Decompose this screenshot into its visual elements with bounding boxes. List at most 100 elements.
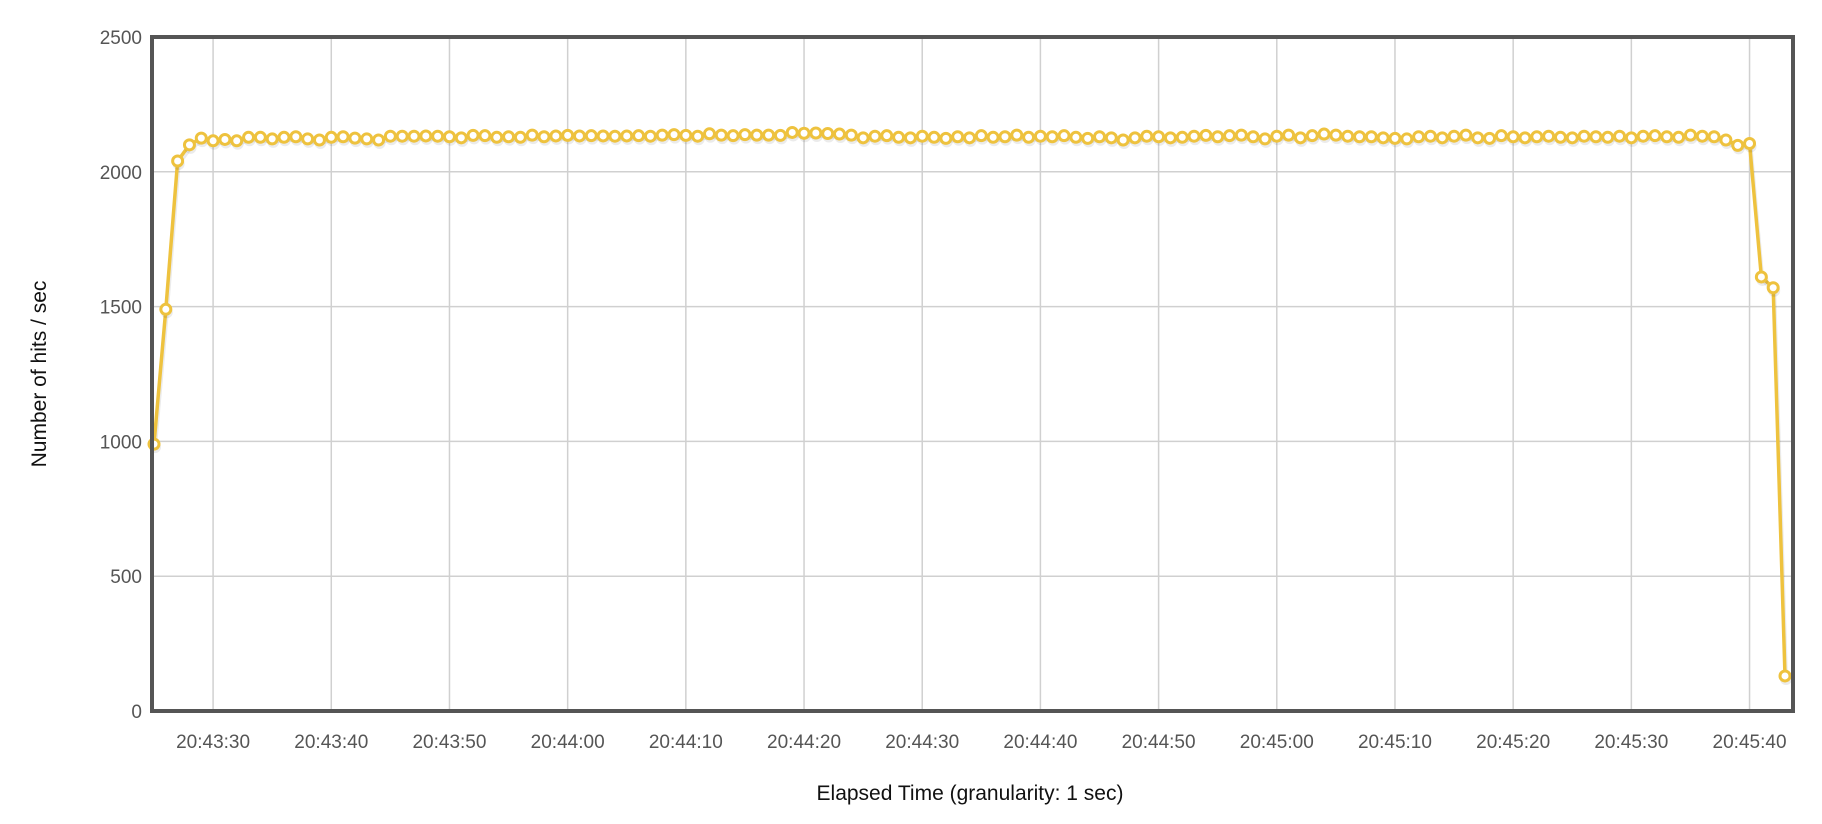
data-point	[821, 127, 835, 141]
data-point	[797, 126, 811, 140]
data-point	[1022, 130, 1036, 144]
data-point	[1672, 130, 1686, 144]
data-point	[1636, 129, 1650, 143]
y-axis-title: Number of hits / sec	[28, 281, 51, 468]
data-point	[1423, 129, 1437, 143]
data-point	[584, 129, 598, 143]
data-point	[903, 131, 917, 145]
data-point	[1388, 131, 1402, 145]
x-tick-label: 20:44:10	[649, 732, 723, 753]
data-point	[596, 129, 610, 143]
data-point	[336, 130, 350, 144]
data-point	[691, 129, 705, 143]
x-tick-label: 20:43:30	[176, 732, 250, 753]
data-point	[856, 131, 870, 145]
data-point	[1093, 130, 1107, 144]
data-point	[431, 129, 445, 143]
data-point	[1057, 129, 1071, 143]
data-point	[1743, 136, 1757, 150]
data-point	[632, 129, 646, 143]
data-point	[1707, 130, 1721, 144]
data-point	[395, 129, 409, 143]
data-point	[1069, 130, 1083, 144]
data-point	[762, 128, 776, 142]
data-point	[1282, 128, 1296, 142]
data-point	[265, 132, 279, 146]
data-point	[242, 130, 256, 144]
data-point	[1246, 130, 1260, 144]
data-point	[1376, 131, 1390, 145]
series-line	[152, 130, 1787, 677]
data-point	[868, 129, 882, 143]
data-point	[714, 128, 728, 142]
data-point	[549, 129, 563, 143]
data-point	[738, 128, 752, 142]
data-point	[1412, 130, 1426, 144]
data-point	[1518, 131, 1532, 145]
data-point	[490, 130, 504, 144]
data-point	[478, 129, 492, 143]
data-point	[159, 302, 173, 316]
data-point	[206, 134, 220, 148]
data-point	[1329, 128, 1343, 142]
data-point	[1187, 129, 1201, 143]
data-point	[1683, 128, 1697, 142]
data-point	[1447, 129, 1461, 143]
x-tick-label: 20:43:40	[294, 732, 368, 753]
data-point	[1317, 127, 1331, 141]
data-point	[1435, 131, 1449, 145]
data-point	[951, 130, 965, 144]
data-point	[502, 130, 516, 144]
data-point	[1152, 130, 1166, 144]
data-point	[1471, 131, 1485, 145]
data-point	[927, 130, 941, 144]
data-point	[253, 130, 267, 144]
data-point	[1270, 129, 1284, 143]
data-point	[1577, 129, 1591, 143]
data-point	[537, 130, 551, 144]
data-point	[974, 129, 988, 143]
data-point	[1258, 132, 1272, 146]
data-point	[277, 130, 291, 144]
data-point	[1353, 130, 1367, 144]
data-point	[1033, 129, 1047, 143]
data-point	[1648, 129, 1662, 143]
data-point	[1140, 129, 1154, 143]
data-point	[679, 128, 693, 142]
x-tick-label: 20:45:40	[1713, 732, 1787, 753]
data-point	[1045, 130, 1059, 144]
data-point	[513, 130, 527, 144]
data-point	[301, 132, 315, 146]
x-tick-label: 20:45:20	[1476, 732, 1550, 753]
data-point	[939, 131, 953, 145]
data-point	[1660, 130, 1674, 144]
data-point	[726, 129, 740, 143]
x-tick-label: 20:45:10	[1358, 732, 1432, 753]
data-point	[1542, 129, 1556, 143]
data-point	[1116, 133, 1130, 147]
data-point	[230, 134, 244, 148]
y-tick-label: 1000	[100, 432, 142, 453]
data-point	[407, 129, 421, 143]
data-point	[1305, 129, 1319, 143]
data-point	[218, 132, 232, 146]
data-point	[1494, 129, 1508, 143]
data-point	[1506, 130, 1520, 144]
data-point	[1778, 669, 1792, 683]
data-point	[419, 129, 433, 143]
data-point	[372, 133, 386, 147]
data-point	[1589, 130, 1603, 144]
y-tick-label: 500	[110, 567, 142, 588]
data-point	[963, 131, 976, 145]
data-point	[525, 128, 539, 142]
data-point	[1459, 128, 1473, 142]
x-tick-label: 20:44:40	[1003, 732, 1077, 753]
data-point	[1601, 130, 1615, 144]
data-point	[1530, 130, 1544, 144]
data-point	[773, 128, 787, 142]
x-tick-label: 20:45:00	[1240, 732, 1314, 753]
data-point	[702, 127, 716, 141]
data-point	[1199, 128, 1213, 142]
plot-frame	[150, 35, 1795, 713]
